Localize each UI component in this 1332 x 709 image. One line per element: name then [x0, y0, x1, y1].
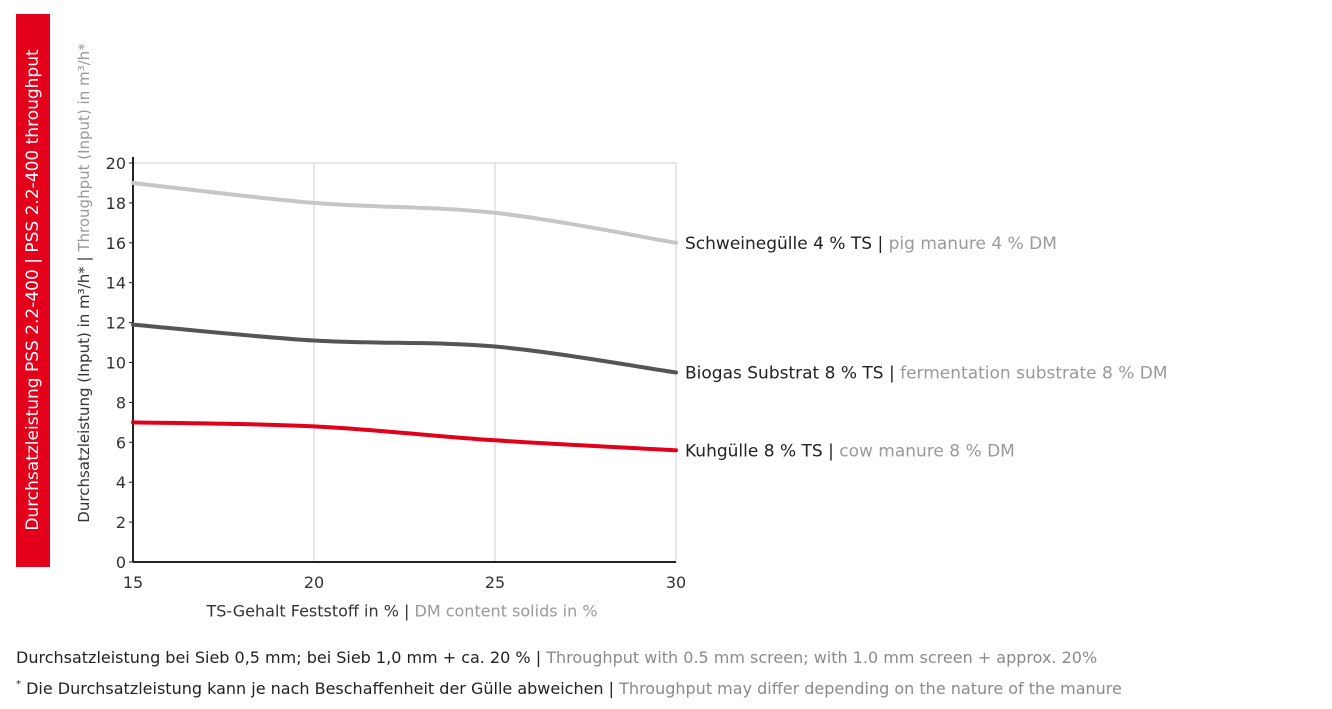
series-label-en-0: pig manure 4 % DM [889, 234, 1057, 254]
series-label-1: Biogas Substrat 8 % TS | fermentation su… [685, 363, 1168, 383]
footnote-asterisk: * [16, 679, 21, 690]
footnote-variance-separator: | [608, 679, 615, 698]
series-label-de-2: Kuhgülle 8 % TS [685, 441, 828, 461]
y-tick-label-8: 16 [106, 234, 126, 253]
series-label-en-2: cow manure 8 % DM [839, 441, 1015, 461]
footnote-variance: * Die Durchsatzleistung kann je nach Bes… [16, 679, 1122, 698]
series-label-separator-2: | [828, 441, 839, 461]
x-label-de: TS-Gehalt Feststoff in % [206, 601, 399, 621]
title-banner [16, 14, 50, 567]
x-tick-label-2: 25 [485, 573, 505, 592]
y-tick-label-4: 8 [116, 393, 126, 412]
y-tick-label-3: 6 [116, 433, 126, 452]
x-tick-label-3: 30 [666, 573, 686, 592]
x-label-en: DM content solids in % [414, 601, 598, 621]
y-tick-label-9: 18 [106, 194, 126, 213]
footnote-screen-en: Throughput with 0.5 mm screen; with 1.0 … [546, 648, 1098, 667]
footnote-screen-separator: | [535, 648, 542, 667]
y-tick-label-0: 0 [116, 553, 126, 572]
series-line-2 [131, 420, 678, 453]
y-tick-label-2: 4 [116, 473, 126, 492]
series-label-de-0: Schweinegülle 4 % TS [685, 234, 877, 254]
x-tick-label-0: 15 [123, 573, 143, 592]
y-tick-label-7: 14 [106, 274, 126, 293]
series-label-0: Schweinegülle 4 % TS | pig manure 4 % DM [685, 234, 1057, 254]
series-label-2: Kuhgülle 8 % TS | cow manure 8 % DM [685, 441, 1015, 461]
y-tick-label-5: 10 [106, 354, 126, 373]
footnote-screen: Durchsatzleistung bei Sieb 0,5 mm; bei S… [16, 648, 1097, 667]
y-tick-label-10: 20 [106, 154, 126, 173]
y-tick-label-6: 12 [106, 314, 126, 333]
series-label-separator-0: | [877, 234, 888, 254]
footnote-screen-de: Durchsatzleistung bei Sieb 0,5 mm; bei S… [16, 648, 531, 667]
footnote-variance-en: Throughput may differ depending on the n… [619, 679, 1122, 698]
series-line-1 [131, 322, 678, 375]
series-label-separator-1: | [889, 363, 900, 383]
x-label-separator: | [404, 601, 410, 621]
footnote-variance-de: Die Durchsatzleistung kann je nach Besch… [26, 679, 604, 698]
series-label-en-1: fermentation substrate 8 % DM [900, 363, 1167, 383]
series-label-de-1: Biogas Substrat 8 % TS [685, 363, 889, 383]
series-line-0 [131, 180, 678, 245]
x-axis-label: TS-Gehalt Feststoff in % | DM content so… [206, 602, 597, 621]
y-tick-label-1: 2 [116, 513, 126, 532]
x-tick-label-1: 20 [304, 573, 324, 592]
